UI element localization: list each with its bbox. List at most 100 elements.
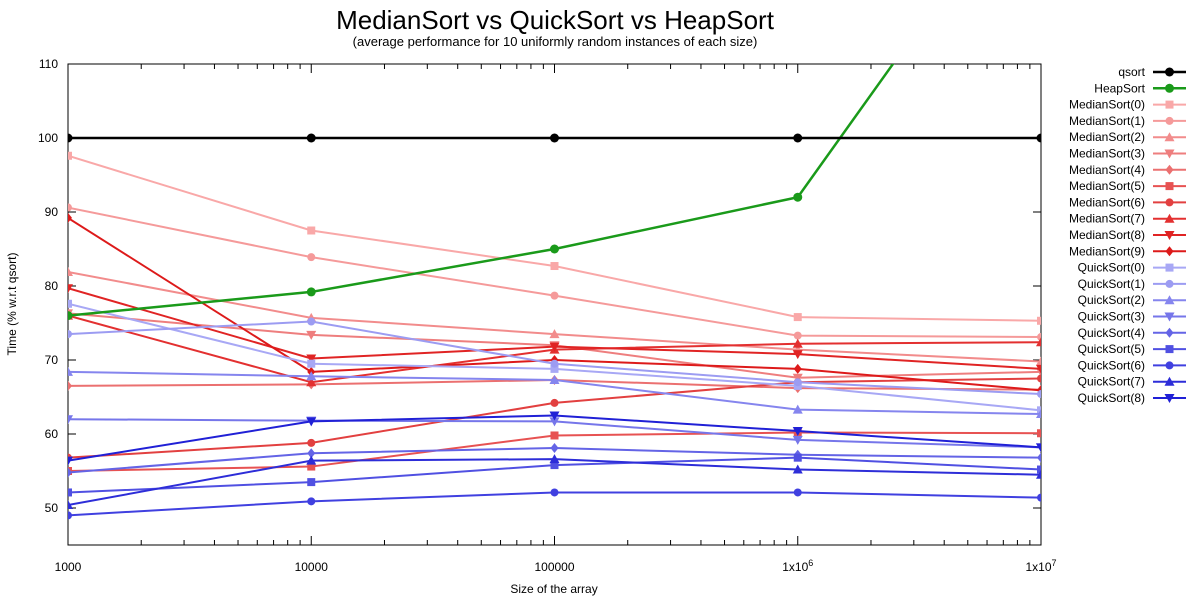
series-quicksort2 [68, 366, 1041, 419]
series-mediansort1 [68, 203, 1041, 342]
legend-entry: MedianSort(4) [1069, 163, 1186, 177]
data-point [792, 435, 803, 445]
legend-entry: MedianSort(1) [1069, 114, 1186, 128]
legend-swatch-marker [1164, 295, 1175, 305]
legend-label: QuickSort(1) [1078, 277, 1145, 291]
data-point [307, 438, 316, 447]
legend-label: MedianSort(3) [1069, 147, 1145, 161]
data-point [68, 133, 73, 143]
legend-label: MedianSort(0) [1069, 98, 1145, 112]
y-tick-label: 60 [45, 427, 59, 441]
x-tick-label: 100000 [534, 560, 574, 574]
legend-swatch-marker [1165, 279, 1174, 288]
data-point [68, 467, 72, 478]
data-point [1037, 465, 1041, 474]
x-tick-label-base: 1x10 [1025, 560, 1051, 574]
data-point [550, 364, 559, 373]
y-tick-label: 50 [45, 501, 59, 515]
legend-label: MedianSort(8) [1069, 228, 1145, 242]
x-tick-label-base: 1000 [55, 560, 82, 574]
y-tick-label: 110 [39, 57, 58, 71]
legend-entry: MedianSort(8) [1069, 228, 1186, 242]
legend-label: QuickSort(4) [1078, 326, 1145, 340]
series-quicksort5 [68, 453, 1041, 497]
data-point [306, 417, 317, 427]
legend-entry: QuickSort(4) [1078, 326, 1186, 340]
legend-entry: QuickSort(5) [1078, 342, 1186, 356]
legend-swatch-marker [1165, 164, 1174, 175]
y-tick-label: 90 [45, 205, 59, 219]
legend-swatch-marker [1165, 246, 1174, 257]
legend-label: qsort [1118, 65, 1145, 79]
data-point [1036, 443, 1041, 453]
data-point [1036, 356, 1041, 366]
data-point [1037, 493, 1041, 502]
data-point [550, 244, 559, 254]
series-quicksort7 [68, 454, 1041, 510]
data-point [549, 411, 560, 421]
legend-entry: QuickSort(1) [1078, 277, 1186, 291]
data-point [793, 453, 802, 462]
data-point [1036, 337, 1041, 347]
data-point [792, 350, 803, 360]
legend-entry: qsort [1118, 65, 1186, 79]
series-quicksort1 [68, 317, 1041, 399]
data-point [1036, 469, 1041, 479]
legend-entry: QuickSort(0) [1078, 261, 1186, 275]
data-point [549, 329, 560, 339]
x-tick-label-exponent: 7 [1052, 558, 1057, 568]
data-point [549, 374, 560, 384]
data-point [68, 151, 72, 160]
x-tick-label-exponent: 6 [808, 558, 813, 568]
data-point [550, 431, 559, 440]
y-tick-label: 70 [45, 353, 59, 367]
legend-swatch-marker [1164, 376, 1175, 386]
data-point [550, 398, 559, 407]
data-point [793, 378, 802, 387]
legend-entry: QuickSort(3) [1078, 310, 1186, 324]
data-point [1037, 452, 1041, 463]
legend-swatch-marker [1165, 100, 1174, 109]
x-tick-label-base: 10000 [295, 560, 329, 574]
data-point [68, 500, 73, 510]
legend-label: QuickSort(7) [1078, 375, 1145, 389]
data-point [307, 448, 316, 459]
legend-swatch-marker [1165, 67, 1174, 77]
x-tick-label: 10000 [295, 560, 329, 574]
data-point [1036, 364, 1041, 374]
legend-swatch-marker [1164, 312, 1175, 322]
legend-label: QuickSort(8) [1078, 391, 1145, 405]
data-point [1036, 133, 1041, 143]
legend-label: MedianSort(2) [1069, 130, 1145, 144]
legend-entry: QuickSort(8) [1078, 391, 1186, 405]
data-point [793, 313, 802, 322]
data-point [307, 478, 316, 487]
data-point [306, 377, 317, 387]
data-point [550, 461, 559, 470]
legend: qsort HeapSort MedianSort(0) MedianSort(1) M… [1069, 65, 1186, 405]
legend-label: HeapSort [1094, 81, 1145, 95]
legend-swatch-marker [1164, 132, 1175, 142]
x-axis-label: Size of the array [510, 582, 597, 596]
data-point [549, 417, 560, 427]
data-point [307, 497, 316, 506]
legend-swatch-marker [1165, 345, 1174, 354]
data-point [792, 464, 803, 474]
data-point [1037, 316, 1041, 325]
chart-subtitle: (average performance for 10 uniformly ra… [353, 34, 758, 49]
data-point [307, 359, 316, 368]
legend-label: QuickSort(0) [1078, 261, 1145, 275]
data-point [792, 404, 803, 414]
data-point [1037, 374, 1041, 383]
data-point [307, 462, 316, 471]
legend-swatch-marker [1165, 263, 1174, 272]
data-point [306, 330, 317, 340]
x-tick-label: 1000 [55, 560, 82, 574]
data-point [68, 311, 73, 321]
x-tick-label: 1x106 [782, 558, 813, 574]
legend-entry: QuickSort(6) [1078, 358, 1186, 372]
legend-swatch-marker [1165, 198, 1174, 207]
legend-swatch-marker [1165, 182, 1174, 191]
data-point [549, 342, 560, 352]
